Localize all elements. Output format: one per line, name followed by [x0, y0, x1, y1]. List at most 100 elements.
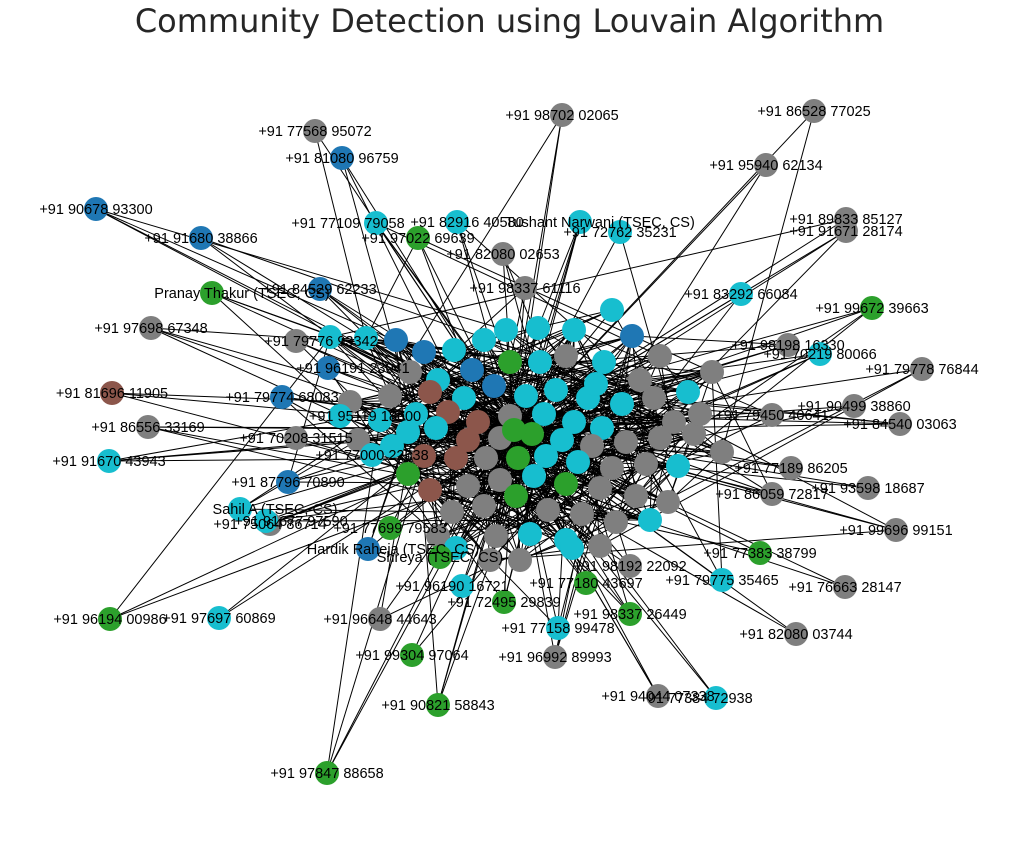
- cluster-node: [566, 450, 590, 474]
- cluster-node: [478, 548, 502, 572]
- graph-node: [97, 449, 121, 473]
- edge: [95, 208, 507, 331]
- edge: [314, 130, 367, 339]
- graph-node: [356, 537, 380, 561]
- cluster-node: [656, 490, 680, 514]
- node-label: +91 91670 43943: [52, 454, 165, 470]
- node-label: +91 91680 38866: [144, 231, 257, 247]
- cluster-node: [412, 340, 436, 364]
- graph-node: [228, 497, 252, 521]
- labels-layer: +91 77568 95072 +91 98702 02065 +91 86528 …: [39, 104, 978, 782]
- graph-node: [400, 643, 424, 667]
- edge: [635, 433, 695, 497]
- cluster-node: [682, 422, 706, 446]
- graph-node: [360, 443, 384, 467]
- cluster-node: [494, 318, 518, 342]
- graph-node: [139, 316, 163, 340]
- node-label: +91 82916 40580: [410, 215, 523, 231]
- graph-node: [710, 568, 734, 592]
- graph-node: [189, 226, 213, 250]
- node-label: +91 70208 31515: [239, 431, 352, 447]
- cluster-node: [526, 316, 550, 340]
- edge: [631, 335, 647, 465]
- edge: [326, 419, 381, 774]
- node-label: +91 79775 35465: [665, 573, 778, 589]
- cluster-node: [404, 402, 428, 426]
- graph-node: [754, 153, 778, 177]
- edge: [615, 437, 661, 523]
- page-title: Community Detection using Louvain Algori…: [134, 2, 885, 40]
- graph-node: [491, 242, 515, 266]
- edge: [467, 439, 497, 537]
- node-label: +91 79778 76844: [865, 362, 978, 378]
- node-label: +91 77109 79058: [291, 216, 404, 232]
- cluster-node: [634, 452, 658, 476]
- edge: [239, 508, 453, 513]
- node-label: +91 70219 80066: [763, 347, 876, 363]
- graph-node: [834, 219, 858, 243]
- node-label: +91 77699 79583: [333, 521, 446, 537]
- node-label: +91 72762 35231: [563, 225, 676, 241]
- node-label: +91 90499 38860: [797, 399, 910, 415]
- cluster-node: [442, 338, 466, 362]
- cluster-node: [592, 350, 616, 374]
- graph-node: [308, 277, 332, 301]
- cluster-node: [532, 402, 556, 426]
- graph-node: [543, 645, 567, 669]
- cluster-node: [614, 430, 638, 454]
- cluster-node: [590, 416, 614, 440]
- graph-node: [748, 541, 772, 565]
- graph-node: [426, 693, 450, 717]
- graph-node: [276, 470, 300, 494]
- node-label: +91 91671 28174: [789, 224, 902, 240]
- graph-node: [513, 276, 537, 300]
- node-label: +91 96992 89993: [498, 650, 611, 666]
- node-label: +91 98702 02065: [505, 108, 618, 124]
- cluster-node: [534, 444, 558, 468]
- graph-node: [207, 606, 231, 630]
- edge: [483, 339, 689, 393]
- cluster-node: [444, 446, 468, 470]
- node-label: +91 98337 61116: [469, 281, 580, 297]
- cluster-node: [550, 428, 574, 452]
- edge: [239, 439, 359, 510]
- node-label: +91 98337 26449: [573, 607, 686, 623]
- cluster-node: [580, 434, 604, 458]
- cluster-node: [518, 522, 542, 546]
- cluster-node: [498, 350, 522, 374]
- cluster-node: [620, 324, 644, 348]
- graph-node: [364, 211, 388, 235]
- graph-node: [550, 103, 574, 127]
- cluster-node: [474, 446, 498, 470]
- cluster-node: [460, 358, 484, 382]
- cluster-node: [638, 508, 662, 532]
- cluster-node: [710, 440, 734, 464]
- node-label: +91 77384 72938: [639, 691, 752, 707]
- graph-node: [704, 686, 728, 710]
- graph-node: [779, 456, 803, 480]
- graph-node: [254, 509, 278, 533]
- node-label: +91 81080 96759: [285, 151, 398, 167]
- cluster-node: [488, 468, 512, 492]
- node-label: +91 72495 29839: [447, 595, 560, 611]
- cluster-node: [600, 298, 624, 322]
- node-label: +91 97847 88658: [270, 766, 383, 782]
- graph-node: [833, 575, 857, 599]
- node-label: +91 82080 02653: [446, 247, 559, 263]
- edge: [631, 335, 789, 346]
- node-label: +91 98198 16330: [731, 338, 844, 354]
- cluster-node: [584, 372, 608, 396]
- node-label: +91 99672 39663: [815, 301, 928, 317]
- graph-node: [450, 574, 474, 598]
- node-label: +91 91677 97590: [234, 514, 347, 530]
- node-label: +91 75064 86714: [213, 517, 326, 533]
- edge: [545, 455, 617, 523]
- cluster-node: [398, 360, 422, 384]
- node-label: +91 77158 99478: [501, 621, 614, 637]
- node-label: +91 99696 99151: [839, 523, 952, 539]
- node-label: +91 98192 22092: [573, 559, 686, 575]
- node-label: +91 83292 66084: [684, 287, 797, 303]
- cluster-node: [628, 368, 652, 392]
- graph-node: [546, 616, 570, 640]
- cluster-node: [354, 326, 378, 350]
